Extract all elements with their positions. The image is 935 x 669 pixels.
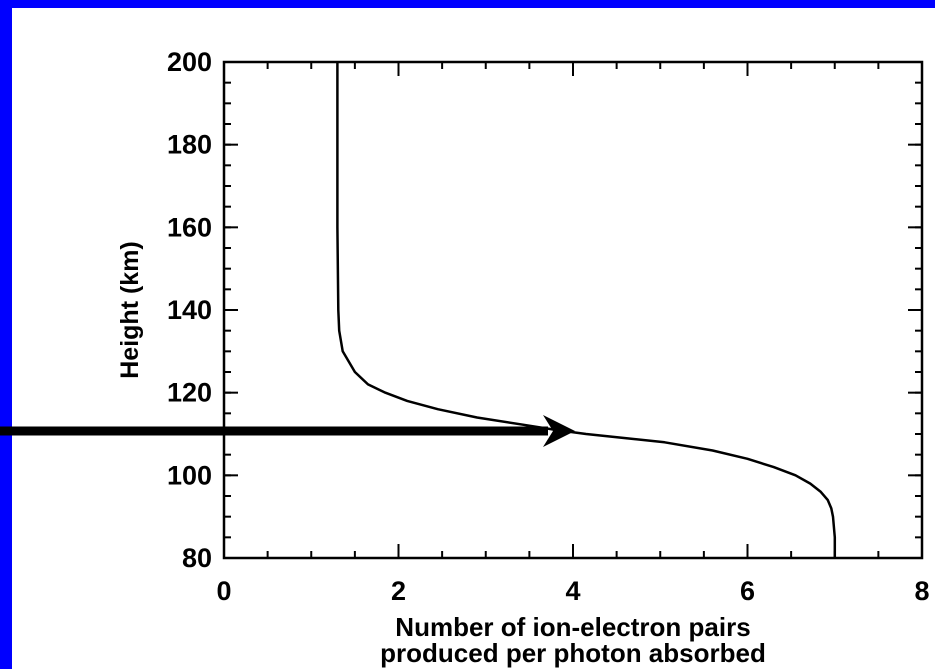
- x-axis-label: produced per photon absorbed: [380, 638, 766, 668]
- frame-left: [0, 0, 12, 669]
- x-axis-label: Number of ion-electron pairs: [395, 612, 750, 642]
- y-tick-label: 180: [167, 130, 212, 160]
- y-tick-label: 80: [182, 543, 212, 573]
- plot-frame: [222, 60, 924, 560]
- x-tick-label: 0: [216, 576, 231, 606]
- arrow-head: [543, 415, 575, 447]
- x-tick-label: 6: [740, 576, 755, 606]
- y-tick-label: 120: [167, 378, 212, 408]
- frame-top: [0, 0, 935, 8]
- x-tick-label: 2: [391, 576, 406, 606]
- x-tick-label: 8: [914, 576, 929, 606]
- x-tick-label: 4: [565, 576, 580, 606]
- y-tick-label: 200: [167, 47, 212, 77]
- y-tick-label: 140: [167, 295, 212, 325]
- y-tick-label: 160: [167, 212, 212, 242]
- y-tick-label: 100: [167, 460, 212, 490]
- y-axis-label: Height (km): [116, 241, 144, 379]
